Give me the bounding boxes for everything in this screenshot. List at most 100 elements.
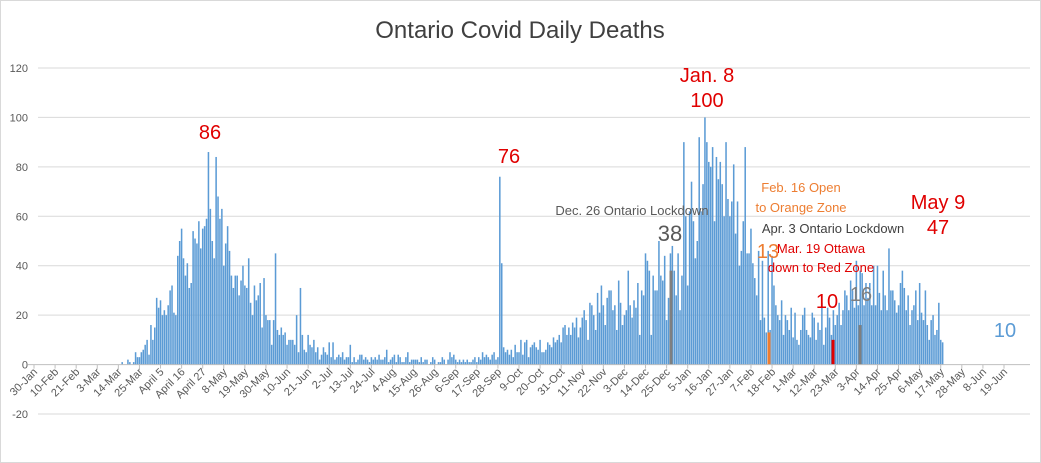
bar xyxy=(447,359,449,365)
bar xyxy=(223,265,225,365)
bar xyxy=(146,339,148,365)
bar xyxy=(420,357,422,365)
bar xyxy=(548,344,551,365)
bar xyxy=(215,156,217,365)
bar xyxy=(142,349,145,365)
bar xyxy=(374,357,376,365)
bar xyxy=(224,243,227,365)
bar xyxy=(537,349,539,365)
bar xyxy=(857,305,860,365)
bar xyxy=(430,362,432,365)
bar xyxy=(796,339,798,365)
bar xyxy=(604,325,607,365)
bar xyxy=(838,302,840,365)
bar xyxy=(169,290,171,365)
bar xyxy=(794,312,796,365)
bar xyxy=(644,253,647,365)
annotation-peak-april: 86 xyxy=(199,122,221,144)
bar xyxy=(629,305,631,365)
bar xyxy=(899,283,902,365)
bar xyxy=(608,290,610,365)
bar xyxy=(443,359,445,365)
bar xyxy=(292,339,294,365)
bar xyxy=(481,352,484,365)
bar xyxy=(920,312,923,365)
bar xyxy=(303,349,306,365)
annotation-line: 100 xyxy=(690,90,723,112)
bar xyxy=(727,198,729,365)
bar xyxy=(336,357,338,365)
bar xyxy=(639,334,641,365)
bar xyxy=(242,265,244,365)
bar xyxy=(152,339,154,365)
bar xyxy=(895,312,898,365)
annotation-line: 38 xyxy=(658,221,682,246)
bar xyxy=(487,357,490,365)
bar xyxy=(460,362,463,365)
bar xyxy=(211,241,214,365)
bar xyxy=(474,357,476,365)
bar xyxy=(708,161,710,365)
bar xyxy=(832,310,835,365)
annotation-mar-ottawa-value: 10 xyxy=(816,291,838,313)
bar xyxy=(673,270,676,365)
bar xyxy=(127,359,129,365)
highlight-bar-dec26 xyxy=(669,270,673,365)
bar xyxy=(738,265,741,365)
bar xyxy=(840,325,842,365)
bar xyxy=(922,320,925,365)
bar xyxy=(439,362,442,365)
bar xyxy=(633,300,635,365)
bar xyxy=(589,302,591,365)
bar xyxy=(330,357,332,365)
bar xyxy=(148,354,150,365)
bar xyxy=(161,315,164,365)
bar xyxy=(704,117,706,365)
bar xyxy=(752,263,754,365)
bar xyxy=(259,283,261,365)
bar xyxy=(809,337,812,365)
bar xyxy=(311,347,313,365)
bar xyxy=(892,290,894,365)
bar xyxy=(706,142,708,365)
bar xyxy=(265,315,267,365)
bar xyxy=(771,255,773,365)
bar xyxy=(782,334,785,365)
bar xyxy=(468,362,470,365)
bar xyxy=(121,362,123,365)
bar xyxy=(698,137,700,365)
bar xyxy=(765,332,768,365)
bar xyxy=(351,362,353,365)
bar xyxy=(299,287,302,365)
bar xyxy=(685,216,687,365)
bar xyxy=(424,359,426,365)
bar xyxy=(282,334,284,365)
bar xyxy=(244,285,246,365)
bar xyxy=(339,357,342,365)
bar xyxy=(734,233,737,365)
bar xyxy=(616,329,618,365)
bar xyxy=(803,307,806,365)
bar xyxy=(518,352,520,365)
bar xyxy=(380,359,382,365)
bar xyxy=(412,359,415,365)
bar xyxy=(587,339,589,365)
bar xyxy=(675,295,677,365)
annotation-line: 13 xyxy=(757,241,779,263)
bar xyxy=(144,344,146,365)
bar xyxy=(872,265,875,365)
bar xyxy=(932,315,934,365)
bar xyxy=(546,342,549,365)
bar xyxy=(451,357,453,365)
bar xyxy=(775,305,777,365)
bar xyxy=(677,253,679,365)
bar xyxy=(253,285,256,365)
bar xyxy=(345,357,348,365)
bar xyxy=(240,280,242,365)
bar xyxy=(462,359,465,365)
bar xyxy=(732,164,735,365)
bar xyxy=(939,339,942,365)
bar xyxy=(869,283,871,365)
bar xyxy=(257,295,260,365)
bar xyxy=(502,347,505,365)
